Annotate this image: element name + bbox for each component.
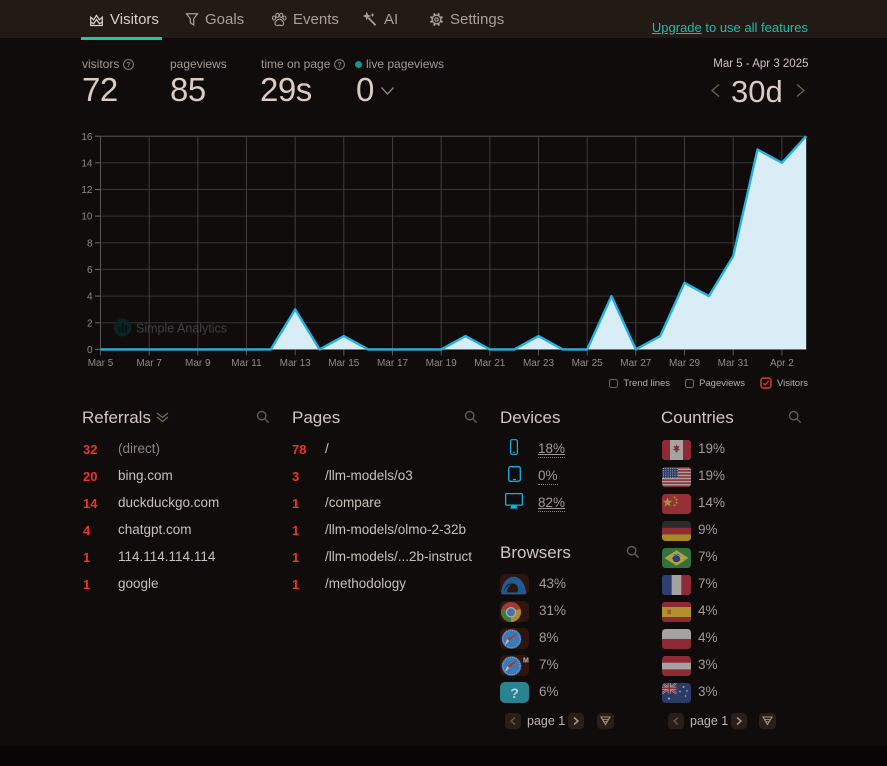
svg-text:Mar 21: Mar 21	[474, 358, 506, 369]
svg-text:Mar 5: Mar 5	[88, 358, 114, 369]
svg-text:Mar 13: Mar 13	[280, 358, 312, 369]
svg-text:Mar 9: Mar 9	[185, 358, 211, 369]
svg-text:Mar 15: Mar 15	[328, 358, 360, 369]
svg-text:Mar 29: Mar 29	[669, 358, 701, 369]
svg-text:Mar 31: Mar 31	[718, 358, 750, 369]
svg-text:M: M	[523, 658, 529, 665]
svg-text:8: 8	[87, 238, 93, 249]
svg-text:12: 12	[81, 185, 93, 196]
svg-text:Mar 11: Mar 11	[231, 358, 262, 369]
svg-text:Mar 23: Mar 23	[523, 358, 555, 369]
svg-text:4: 4	[87, 292, 93, 303]
svg-text:Mar 17: Mar 17	[377, 358, 409, 369]
svg-text:14: 14	[81, 158, 93, 169]
svg-text:Simple Analytics: Simple Analytics	[136, 322, 227, 336]
svg-text:Mar 25: Mar 25	[572, 358, 604, 369]
svg-text:16: 16	[81, 132, 93, 143]
svg-text:?: ?	[127, 60, 132, 69]
svg-text:Mar 7: Mar 7	[136, 358, 162, 369]
svg-text:Mar 19: Mar 19	[426, 358, 458, 369]
svg-text:Mar 27: Mar 27	[620, 358, 652, 369]
svg-text:?: ?	[338, 60, 343, 69]
svg-text:10: 10	[81, 212, 93, 223]
svg-text:2: 2	[87, 318, 93, 329]
svg-text:6: 6	[87, 265, 93, 276]
svg-text:Apr 2: Apr 2	[770, 358, 794, 369]
svg-text:?: ?	[510, 685, 519, 701]
svg-text:0: 0	[87, 345, 93, 356]
